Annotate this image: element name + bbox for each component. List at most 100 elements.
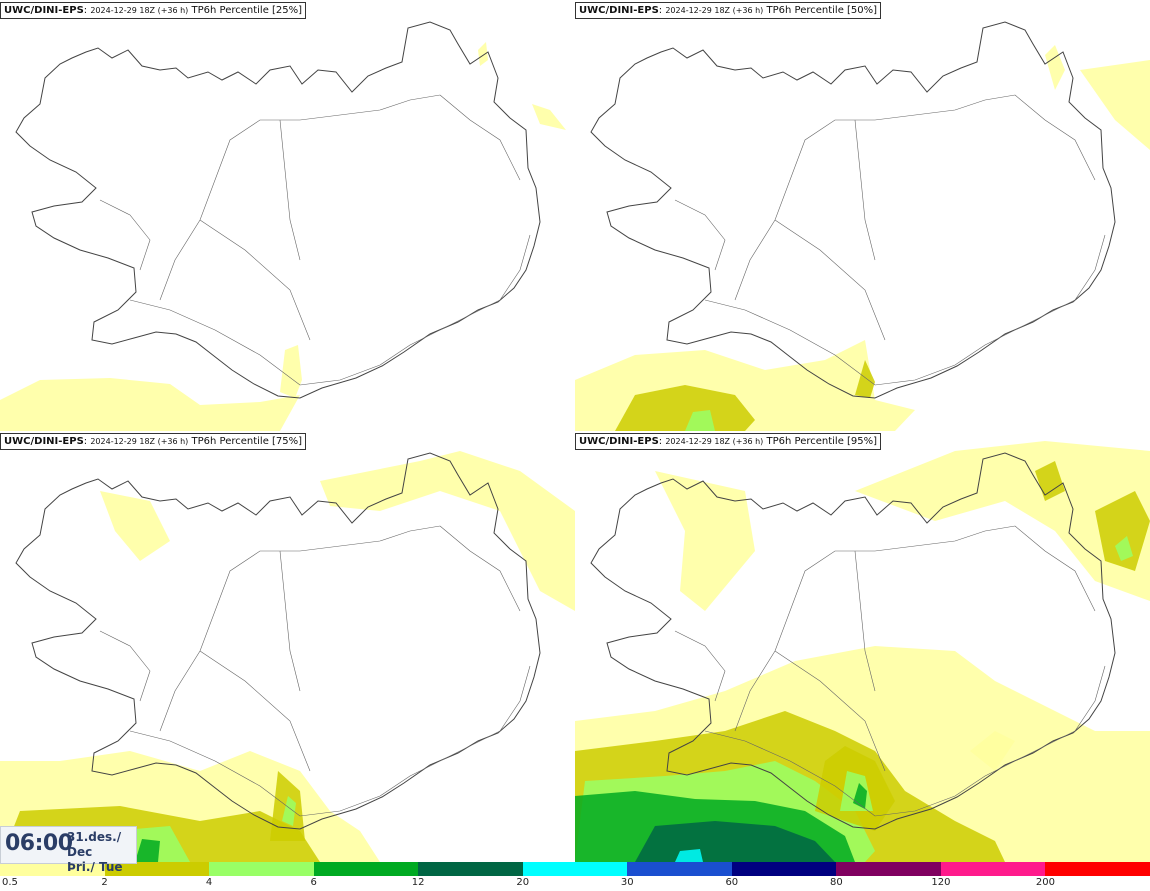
panel-title: UWC/DINI-EPS: 2024-12-29 18Z (+36 h) TP6… [575, 433, 882, 450]
road-line [279, 550, 301, 692]
panel-title: UWC/DINI-EPS: 2024-12-29 18Z (+36 h) TP6… [0, 433, 307, 450]
model-source: UWC/DINI-EPS [579, 436, 659, 447]
road-line [774, 650, 886, 772]
colorbar-swatch [209, 862, 314, 876]
model-source: UWC/DINI-EPS [4, 5, 84, 16]
colorbar-tick-label: 30 [620, 877, 634, 888]
colorbar-tick-label: 60 [725, 877, 739, 888]
precip-area [532, 104, 566, 130]
colorbar-tick-label: 200 [1035, 877, 1055, 888]
colorbar-tick-label: 120 [931, 877, 951, 888]
model-run: 2024-12-29 18Z (+36 h) [665, 6, 764, 15]
road-line [704, 299, 876, 386]
iceland-coastline [590, 452, 1116, 830]
colorbar-swatch [0, 862, 105, 876]
precip-area [1080, 60, 1150, 150]
precip-area [970, 731, 1015, 771]
road-line [439, 525, 521, 612]
road-line [774, 219, 886, 341]
road-line [704, 730, 876, 817]
road-line [854, 550, 876, 692]
precip-area [478, 42, 488, 66]
precip-area [0, 378, 300, 431]
road-line [1014, 665, 1106, 762]
iceland-coastline [15, 452, 541, 830]
road-line [734, 119, 875, 301]
colorbar-swatch [836, 862, 941, 876]
precipitation-map [575, 441, 1150, 862]
colorbar-swatch [731, 862, 837, 876]
road-line [734, 550, 875, 732]
precip-area [280, 345, 302, 398]
road-line [199, 650, 311, 772]
colorbar-tick-label: 6 [310, 877, 317, 888]
road-line [439, 234, 531, 331]
road-line [159, 119, 300, 301]
precip-area [320, 451, 575, 611]
product-label: TP6h Percentile [25%] [191, 5, 303, 16]
map-panel-4: UWC/DINI-EPS: 2024-12-29 18Z (+36 h) TP6… [575, 431, 1150, 862]
road-line [129, 730, 301, 817]
road-line [674, 199, 726, 271]
precip-area [675, 849, 703, 862]
colorbar-swatch [627, 862, 732, 876]
product-label: TP6h Percentile [75%] [191, 436, 303, 447]
road-line [1014, 234, 1106, 331]
precip-area [135, 839, 160, 862]
road-line [129, 299, 301, 386]
road-line [99, 199, 151, 271]
colorbar-swatch [418, 862, 523, 876]
colorbar-swatch [940, 862, 1046, 876]
product-label: TP6h Percentile [95%] [766, 436, 878, 447]
road-line [874, 94, 1016, 121]
colorbar-tick-label: 20 [516, 877, 530, 888]
road-line [439, 665, 531, 762]
road-line [299, 760, 441, 817]
model-source: UWC/DINI-EPS [4, 436, 84, 447]
precip-area [853, 783, 867, 809]
precip-area [100, 491, 170, 561]
precip-area [1115, 536, 1133, 561]
road-line [439, 94, 521, 181]
colorbar-tick-label: 12 [411, 877, 425, 888]
precip-area [855, 441, 1150, 601]
iceland-coastline [15, 21, 541, 399]
valid-date: 31.des./ Dec Þri./ Tue [67, 830, 136, 875]
road-line [1014, 94, 1096, 181]
valid-time: 06:00 [5, 831, 73, 856]
map-panel-1: UWC/DINI-EPS: 2024-12-29 18Z (+36 h) TP6… [0, 0, 575, 431]
road-line [674, 630, 726, 702]
precipitation-map [0, 451, 575, 862]
colorbar-tick-label: 4 [205, 877, 213, 888]
road-line [874, 525, 1016, 552]
road-line [299, 329, 441, 386]
road-line [99, 630, 151, 702]
precipitation-map [0, 21, 566, 431]
precip-area [855, 360, 875, 398]
road-line [299, 525, 441, 552]
map-panel-3: UWC/DINI-EPS: 2024-12-29 18Z (+36 h) TP6… [0, 431, 575, 862]
colorbar-swatch [1045, 862, 1150, 876]
precip-area [685, 410, 715, 431]
road-line [279, 119, 301, 261]
panel-title: UWC/DINI-EPS: 2024-12-29 18Z (+36 h) TP6… [0, 2, 307, 19]
model-run: 2024-12-29 18Z (+36 h) [90, 6, 189, 15]
colorbar-tick-label: 80 [829, 877, 843, 888]
precip-area [615, 385, 755, 431]
precipitation-colorbar [0, 862, 1150, 876]
valid-date-line1: 31.des./ Dec [67, 830, 122, 859]
precip-area [1095, 491, 1150, 571]
colorbar-tick-label: 2 [101, 877, 108, 888]
precip-area [655, 471, 755, 611]
road-line [874, 760, 1016, 817]
model-run: 2024-12-29 18Z (+36 h) [665, 437, 764, 446]
precip-area [1045, 45, 1065, 90]
colorbar-swatch [104, 862, 210, 876]
road-line [1014, 525, 1096, 612]
panel-title: UWC/DINI-EPS: 2024-12-29 18Z (+36 h) TP6… [575, 2, 882, 19]
colorbar-ticks: 0.5 2 4 6 12 20 30 60 80 120 200 [0, 876, 1150, 891]
road-line [874, 329, 1016, 386]
colorbar-swatch [522, 862, 628, 876]
valid-time-box: 06:00 31.des./ Dec Þri./ Tue [0, 826, 137, 874]
map-panel-2: UWC/DINI-EPS: 2024-12-29 18Z (+36 h) TP6… [575, 0, 1150, 431]
